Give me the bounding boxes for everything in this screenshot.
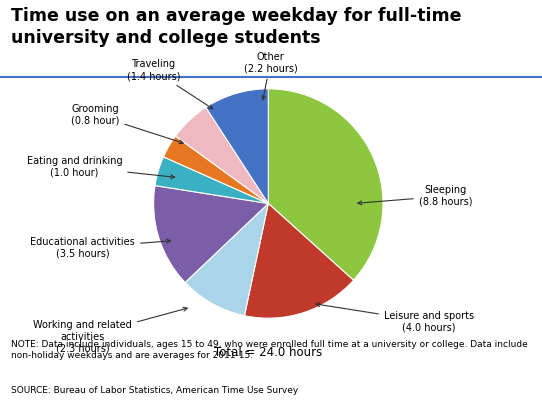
Text: Grooming
(0.8 hour): Grooming (0.8 hour) [71, 104, 183, 144]
Text: Time use on an average weekday for full-time
university and college students: Time use on an average weekday for full-… [11, 7, 461, 47]
Text: Total = 24.0 hours: Total = 24.0 hours [214, 346, 322, 359]
Wedge shape [153, 186, 268, 282]
Wedge shape [176, 107, 268, 204]
Wedge shape [185, 204, 268, 316]
Text: Sleeping
(8.8 hours): Sleeping (8.8 hours) [358, 185, 472, 207]
Text: Eating and drinking
(1.0 hour): Eating and drinking (1.0 hour) [27, 156, 175, 179]
Wedge shape [268, 89, 383, 280]
Wedge shape [206, 89, 268, 204]
Wedge shape [164, 136, 268, 204]
Text: Other
(2.2 hours): Other (2.2 hours) [243, 52, 297, 100]
Text: Educational activities
(3.5 hours): Educational activities (3.5 hours) [30, 237, 170, 259]
Wedge shape [244, 204, 353, 318]
Text: SOURCE: Bureau of Labor Statistics, American Time Use Survey: SOURCE: Bureau of Labor Statistics, Amer… [11, 387, 298, 396]
Text: Working and related
activities
(2.3 hours): Working and related activities (2.3 hour… [33, 307, 187, 353]
Text: Leisure and sports
(4.0 hours): Leisure and sports (4.0 hours) [316, 303, 474, 333]
Wedge shape [155, 157, 268, 204]
Text: Traveling
(1.4 hours): Traveling (1.4 hours) [127, 59, 213, 109]
Text: NOTE: Data include individuals, ages 15 to 49, who were enrolled full time at a : NOTE: Data include individuals, ages 15 … [11, 339, 527, 361]
